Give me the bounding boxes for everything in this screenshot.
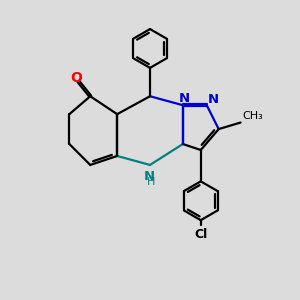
Text: CH₃: CH₃	[242, 111, 263, 121]
Text: H: H	[146, 178, 155, 188]
Text: O: O	[70, 71, 82, 85]
Text: N: N	[208, 93, 219, 106]
Text: Cl: Cl	[194, 228, 207, 241]
Text: N: N	[144, 170, 155, 183]
Text: N: N	[179, 92, 190, 105]
